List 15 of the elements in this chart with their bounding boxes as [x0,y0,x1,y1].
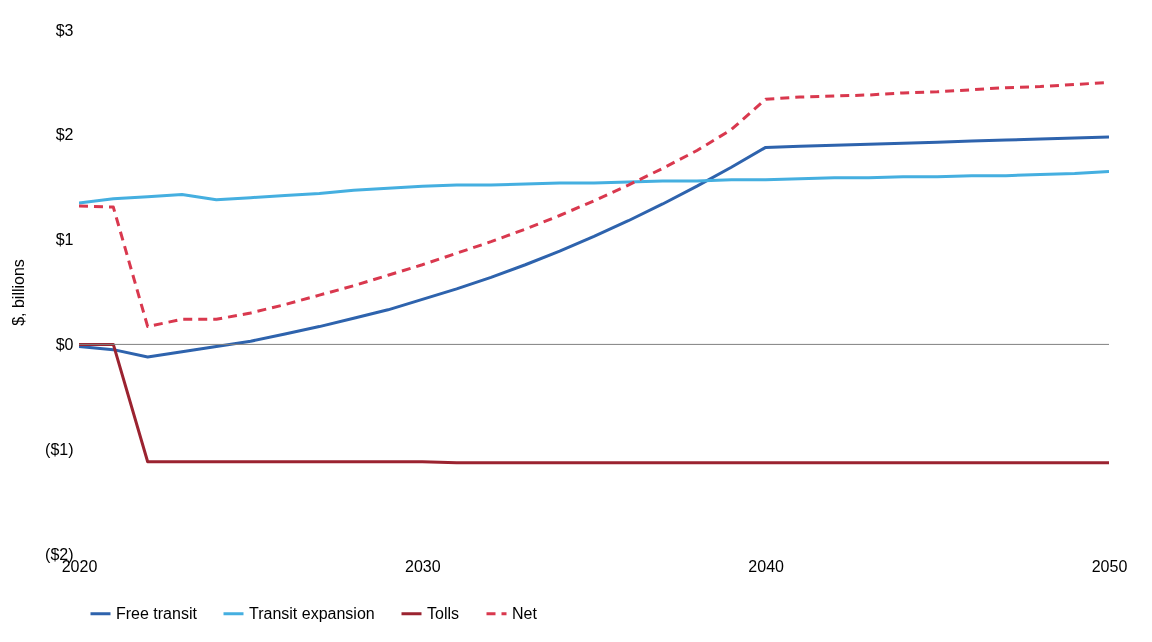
x-tick-label: 2050 [1091,557,1128,575]
y-axis-title: $, billions [10,259,28,326]
y-tick-label: $3 [55,21,74,39]
legend-label: Transit expansion [249,604,375,622]
y-tick-label: $2 [55,126,74,144]
legend-label: Free transit [116,604,198,622]
y-tick-label: ($1) [45,440,74,458]
x-tick-label: 2030 [405,557,441,575]
line-series [79,135,1109,359]
x-tick-label: 2040 [748,557,785,575]
y-tick-label: $0 [55,335,74,353]
legend-label: Tolls [427,604,460,622]
legend-label: Net [512,604,538,622]
y-tick-label: $1 [55,231,74,249]
line-series [79,169,1109,205]
